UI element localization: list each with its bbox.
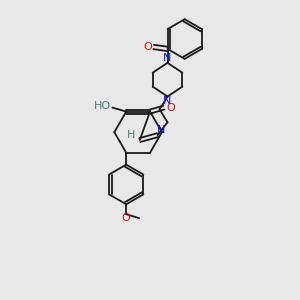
Text: N: N — [163, 97, 172, 106]
Text: H: H — [127, 130, 135, 140]
Text: O: O — [122, 213, 130, 223]
Text: O: O — [167, 103, 175, 112]
Text: O: O — [143, 42, 152, 52]
Text: HO: HO — [94, 100, 111, 111]
Text: N: N — [163, 53, 172, 63]
Text: N: N — [156, 125, 165, 135]
